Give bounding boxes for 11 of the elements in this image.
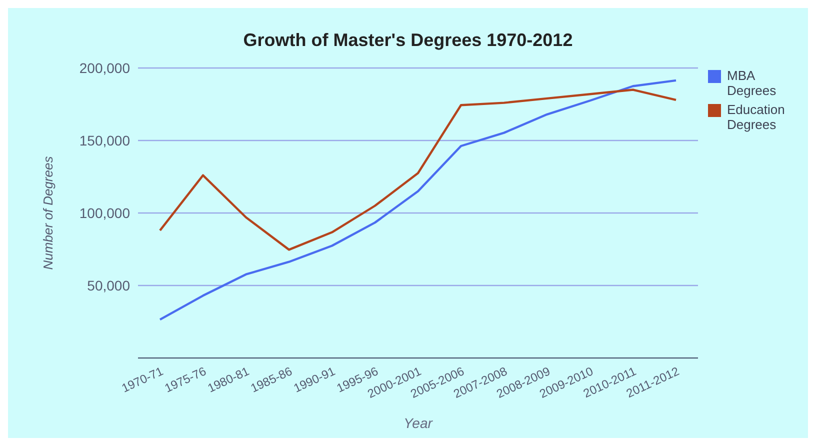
line-series <box>158 88 678 251</box>
y-tick-label: 100,000 <box>79 204 130 221</box>
y-tick-label: 50,000 <box>87 277 130 294</box>
line-series <box>158 79 678 321</box>
legend-label: MBA Degrees <box>727 68 778 98</box>
y-tick-label: 150,000 <box>79 132 130 148</box>
legend-label: Education Degrees <box>727 102 786 132</box>
x-axis-title: Year <box>404 415 434 431</box>
y-tick-label: 200,000 <box>79 60 130 76</box>
y-axis-title: Number of Degrees <box>40 156 56 270</box>
chart-title: Growth of Master's Degrees 1970-2012 <box>242 30 574 51</box>
